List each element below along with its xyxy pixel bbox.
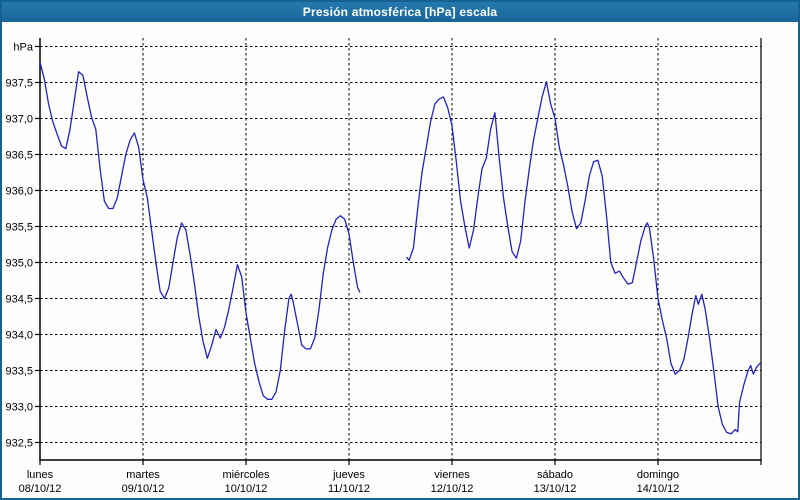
- x-day-date: 11/10/12: [328, 483, 370, 495]
- x-day-date: 12/10/12: [431, 483, 474, 495]
- y-tick-label: 933,5: [5, 366, 33, 378]
- x-day-date: 10/10/12: [225, 483, 268, 495]
- pressure-line-chart: hPa 937,5 937,0 936,5 936,0 935,5 935,0 934,5 93…: [5, 38, 762, 495]
- y-tick-label: 932,5: [5, 438, 33, 450]
- x-day-name: jueves: [332, 469, 365, 481]
- chart-title: Presión atmosférica [hPa] escala: [302, 5, 498, 19]
- pressure-curve: [406, 81, 761, 435]
- x-day-name: miércoles: [222, 469, 270, 481]
- x-day-name: sábado: [537, 469, 573, 481]
- y-tick-label: 936,5: [5, 150, 33, 162]
- x-day-name: viernes: [434, 469, 470, 481]
- x-day-date: 09/10/12: [122, 483, 165, 495]
- x-day-date: 14/10/12: [637, 483, 680, 495]
- y-tick-label: 937,5: [5, 78, 33, 90]
- y-tick-label: 937,0: [5, 114, 33, 126]
- titlebar: Presión atmosférica [hPa] escala: [2, 2, 798, 22]
- y-axis-unit-label: hPa: [13, 42, 33, 54]
- pressure-curve: [39, 61, 361, 400]
- x-day-name: martes: [126, 469, 160, 481]
- chart-area: hPa 937,5 937,0 936,5 936,0 935,5 935,0 934,5 93…: [2, 22, 798, 498]
- y-tick-label: 935,5: [5, 222, 33, 234]
- y-tick-label: 934,5: [5, 294, 33, 306]
- y-tick-label: 933,0: [5, 402, 33, 414]
- y-tick-label: 936,0: [5, 186, 33, 198]
- y-tick-label: 935,0: [5, 258, 33, 270]
- x-day-date: 08/10/12: [19, 483, 62, 495]
- x-day-name: lunes: [27, 469, 54, 481]
- y-tick-label: 934,0: [5, 330, 33, 342]
- x-day-name: domingo: [637, 469, 679, 481]
- x-day-date: 13/10/12: [534, 483, 577, 495]
